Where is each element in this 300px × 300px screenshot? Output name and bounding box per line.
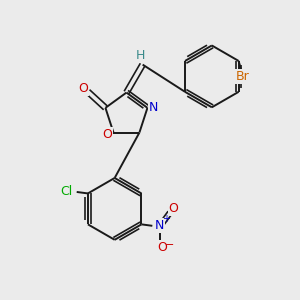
Text: Cl: Cl (61, 185, 73, 198)
Text: O: O (102, 128, 112, 140)
Text: Br: Br (235, 70, 249, 83)
Text: O: O (78, 82, 88, 94)
Text: H: H (136, 49, 145, 62)
Text: N: N (154, 219, 164, 232)
Text: O: O (157, 241, 167, 254)
Text: O: O (169, 202, 178, 215)
Text: N: N (149, 101, 159, 114)
Text: +: + (162, 214, 170, 224)
Text: −: − (165, 240, 174, 250)
